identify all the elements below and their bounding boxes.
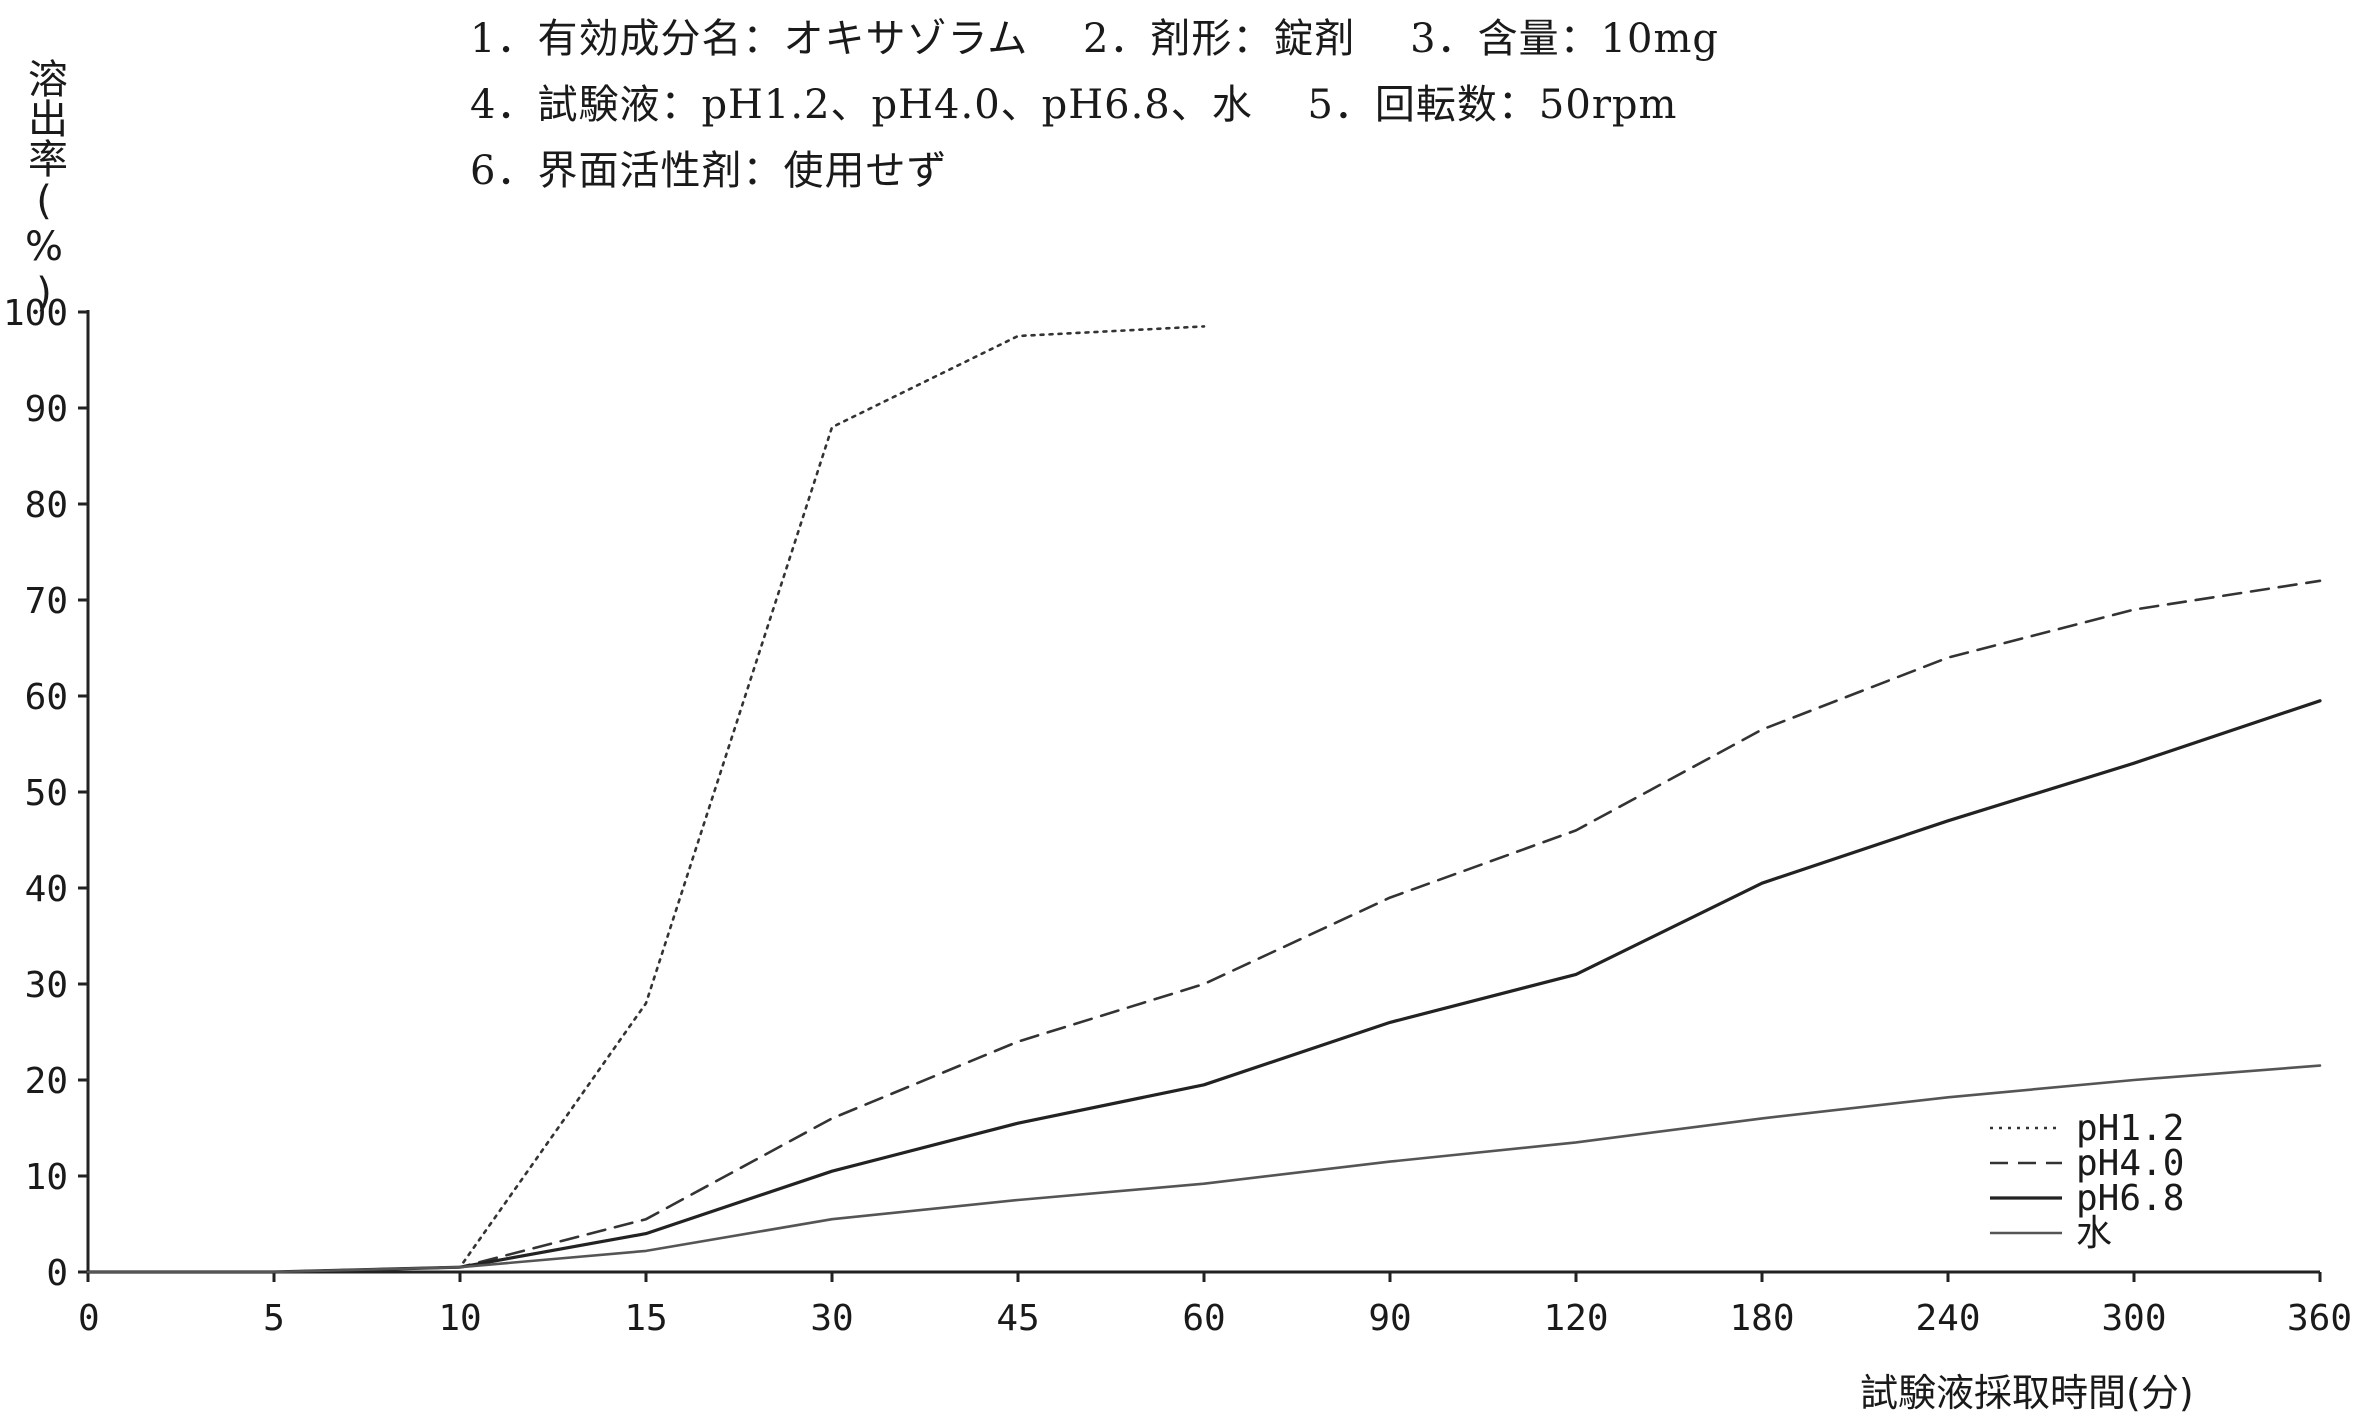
x-tick-label-10: 10 — [438, 1298, 481, 1339]
legend-label-1: pH4.0 — [2076, 1143, 2184, 1184]
header-line-1: 1．有効成分名：オキサゾラム 2．剤形：錠剤 3．含量：10mg — [470, 16, 1720, 62]
series-line-0 — [86, 325, 1206, 1274]
y-tick-label-60: 60 — [25, 677, 68, 718]
chart-header: 1．有効成分名：オキサゾラム 2．剤形：錠剤 3．含量：10mg 4．試験液：p… — [470, 6, 1719, 204]
x-tick-label-60: 60 — [1182, 1298, 1225, 1339]
series-line-3 — [86, 1064, 2322, 1274]
x-tick-label-45: 45 — [996, 1298, 1039, 1339]
header-line-3: 6．界面活性剤：使用せず — [470, 148, 948, 194]
x-tick-label-180: 180 — [1729, 1298, 1794, 1339]
x-tick-label-120: 120 — [1543, 1298, 1608, 1339]
chart-axes: 0 10 20 30 40 50 60 70 80 90 100 0 5 10 15 30 45 60 90 120 1… — [3, 293, 2352, 1339]
x-tick-label-240: 240 — [1915, 1298, 1980, 1339]
y-tick-label-100: 100 — [3, 293, 68, 334]
y-tick-label-80: 80 — [25, 485, 68, 526]
series-line-1 — [86, 579, 2322, 1274]
series-line-2 — [86, 699, 2322, 1274]
y-tick-label-0: 0 — [46, 1253, 68, 1294]
y-tick-label-30: 30 — [25, 965, 68, 1006]
y-tick-label-20: 20 — [25, 1061, 68, 1102]
legend-label-0: pH1.2 — [2076, 1108, 2184, 1149]
x-tick-label-360: 360 — [2287, 1298, 2352, 1339]
x-tick-label-300: 300 — [2101, 1298, 2166, 1339]
y-tick-label-50: 50 — [25, 773, 68, 814]
y-axis-label: 溶出率(%) — [21, 58, 67, 316]
y-tick-label-10: 10 — [25, 1157, 68, 1198]
chart-series — [86, 325, 2322, 1274]
x-tick-label-5: 5 — [263, 1298, 285, 1339]
x-axis-label: 試験液採取時間(分) — [1860, 1371, 2194, 1415]
x-tick-label-90: 90 — [1368, 1298, 1411, 1339]
x-tick-label-0: 0 — [78, 1298, 100, 1339]
legend-label-3: 水 — [2076, 1213, 2112, 1254]
x-tick-label-15: 15 — [624, 1298, 667, 1339]
y-tick-label-90: 90 — [25, 389, 68, 430]
legend-label-2: pH6.8 — [2076, 1178, 2184, 1219]
header-line-2: 4．試験液：pH1.2、pH4.0、pH6.8、水 5．回転数：50rpm — [470, 82, 1678, 128]
y-tick-label-40: 40 — [25, 869, 68, 910]
x-tick-label-30: 30 — [810, 1298, 853, 1339]
y-tick-label-70: 70 — [25, 581, 68, 622]
